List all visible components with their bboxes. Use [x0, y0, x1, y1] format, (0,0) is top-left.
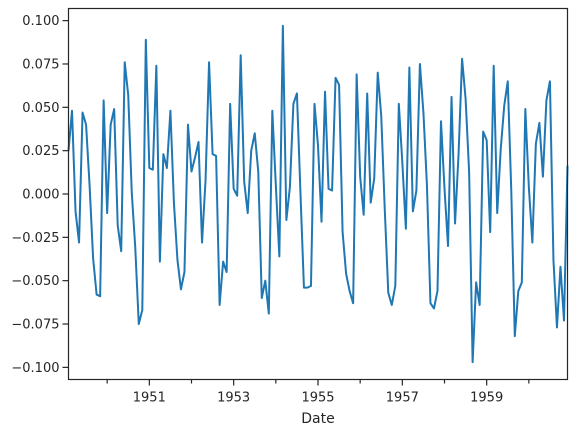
x-tick-label: 1955 — [301, 391, 334, 406]
y-tick-label: 0.000 — [22, 188, 59, 203]
y-tick-label: −0.075 — [11, 318, 59, 333]
x-axis-ticks: 1951 1953 1955 1957 1959 — [106, 379, 530, 406]
y-axis-ticks: −0.100 −0.075 −0.050 −0.025 0.000 0.025 0.050 0… — [11, 14, 69, 376]
x-tick-label: 1957 — [386, 391, 419, 406]
y-tick-label: 0.100 — [22, 14, 59, 29]
x-tick-label: 1951 — [133, 391, 166, 406]
y-tick-label: 0.025 — [22, 144, 59, 159]
y-tick-label: −0.025 — [11, 231, 59, 246]
y-tick-label: 0.075 — [22, 57, 59, 72]
series-line — [67, 24, 569, 364]
x-tick-label: 1959 — [470, 391, 503, 406]
y-tick-label: 0.050 — [22, 101, 59, 116]
y-tick-label: −0.050 — [11, 274, 59, 289]
y-tick-label: −0.100 — [11, 361, 59, 376]
x-axis-title: Date — [301, 411, 334, 427]
x-tick-label: 1953 — [217, 391, 250, 406]
plot-area-background — [68, 8, 568, 380]
plot-frame — [67, 7, 569, 381]
